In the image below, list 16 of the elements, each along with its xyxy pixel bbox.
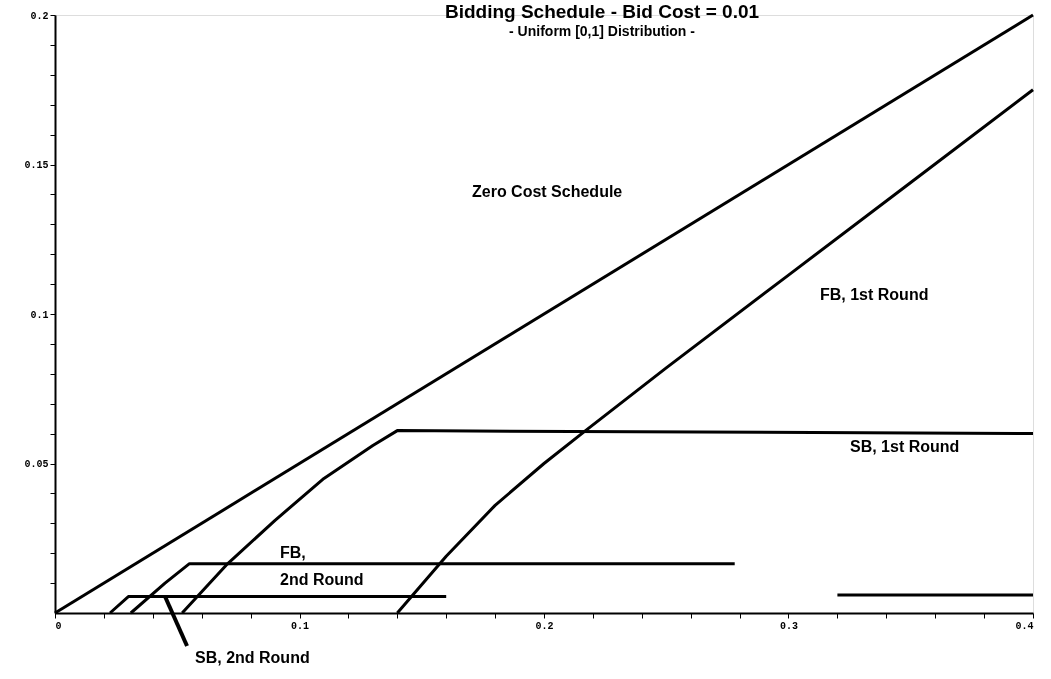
annotation: SB, 2nd Round: [195, 649, 310, 666]
annotation: SB, 1st Round: [850, 438, 960, 455]
x-tick-label: 0.2: [535, 620, 554, 632]
x-tick-label: 0.4: [1015, 620, 1034, 632]
x-tick-label: 0: [55, 620, 62, 632]
chart-title: Bidding Schedule - Bid Cost = 0.01: [444, 1, 760, 22]
x-tick-label: 0.3: [779, 620, 799, 632]
y-tick-label: 0.1: [30, 309, 49, 321]
annotation: Zero Cost Schedule: [472, 183, 623, 200]
y-tick-label: 0.2: [30, 10, 49, 22]
y-tick-label: 0.05: [24, 459, 49, 470]
x-tick-label: 0.1: [290, 620, 310, 632]
annotation: FB, 2nd Round: [280, 544, 364, 588]
annotation: FB, 1st Round: [820, 286, 929, 303]
text: - Uniform [0,1] Distribution -: [509, 23, 696, 39]
y-tick-label: 0.15: [24, 160, 49, 171]
